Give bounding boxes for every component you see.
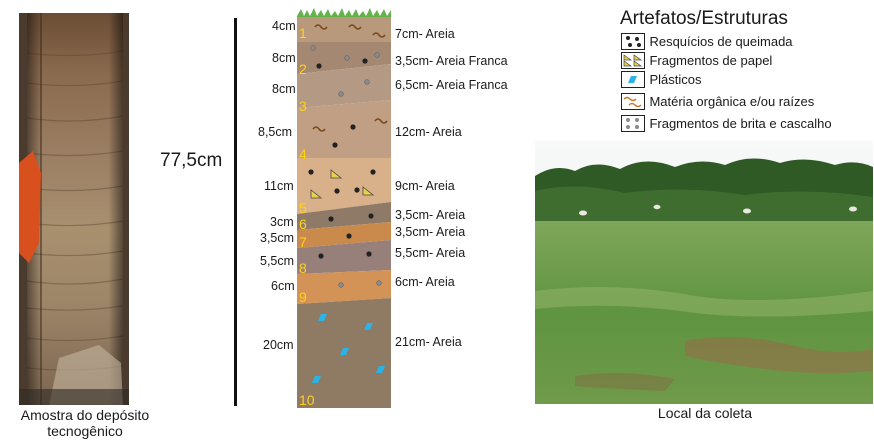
burn-residue-mark (346, 233, 352, 239)
layer-band-4 (297, 100, 391, 158)
burn-residue-icon (621, 33, 645, 51)
grass-surface (297, 8, 391, 17)
layer-1-left-thickness: 4cm (272, 19, 296, 33)
layer-2-left-thickness: 8cm (272, 51, 296, 65)
layer-number-5: 5 (299, 200, 307, 216)
total-depth-label: 77,5cm (160, 150, 223, 171)
layer-7-texture: 3,5cm- Areia (395, 225, 466, 239)
layer-band-1 (297, 16, 391, 42)
burn-residue-mark (350, 124, 356, 130)
legend-item-plastic: Plásticos (621, 71, 701, 89)
gravel-icon (621, 115, 645, 133)
total-depth-bar (234, 18, 237, 406)
layer-band-9 (297, 270, 391, 304)
caption-line-2: tecnogênico (47, 423, 123, 439)
layer-number-3: 3 (299, 98, 307, 114)
layer-2-texture: 3,5cm- Areia Franca (395, 54, 508, 68)
plastic-mark (340, 348, 349, 355)
collection-site-photo (535, 141, 873, 404)
layer-6-texture: 3,5cm- Areia (395, 208, 466, 222)
layer-number-1: 1 (299, 25, 307, 41)
legend-item-gravel: Fragmentos de brita e cascalho (621, 115, 832, 133)
legend-item-organic: Matéria orgânica e/ou raízes (621, 93, 814, 111)
soil-profile-column: 1 2 3 4 5 6 7 8 9 10 (297, 8, 391, 408)
plastic-icon (621, 71, 645, 89)
layer-band-6 (297, 202, 391, 230)
gravel-mark (374, 52, 380, 58)
organic-matter-mark (372, 32, 386, 38)
layer-number-10: 10 (299, 392, 315, 408)
organic-matter-mark (374, 118, 388, 124)
layer-number-7: 7 (299, 234, 307, 250)
layer-number-8: 8 (299, 260, 307, 276)
burn-residue-mark (332, 142, 338, 148)
layer-5-texture: 9cm- Areia (395, 179, 455, 193)
legend-label-burn: Resquícios de queimada (649, 34, 793, 49)
legend-label-paper: Fragmentos de papel (649, 53, 773, 68)
layer-band-3 (297, 64, 391, 108)
core-sample-photo (19, 13, 129, 405)
layer-6-left-thickness: 3cm (270, 215, 294, 229)
layer-9-left-thickness: 6cm (271, 279, 295, 293)
layer-4-left-thickness: 8,5cm (258, 125, 293, 139)
organic-matter-mark (314, 24, 328, 30)
layer-9-texture: 6cm- Areia (395, 275, 455, 289)
paper-fragment-icon (621, 52, 645, 70)
gravel-mark (364, 79, 370, 85)
layer-band-5 (297, 158, 391, 214)
burn-residue-mark (368, 213, 374, 219)
gravel-mark (338, 282, 344, 288)
plastic-mark (364, 323, 373, 330)
legend-label-gravel: Fragmentos de brita e cascalho (649, 116, 832, 131)
layer-band-7 (297, 222, 391, 248)
organic-matter-icon (621, 93, 645, 111)
layer-number-2: 2 (299, 61, 307, 77)
burn-residue-mark (318, 253, 324, 259)
burn-residue-mark (362, 58, 368, 64)
gravel-mark (344, 55, 350, 61)
paper-fragment-mark (310, 189, 323, 199)
gravel-mark (338, 91, 344, 97)
burn-residue-mark (354, 187, 360, 193)
layer-3-left-thickness: 8cm (272, 82, 296, 96)
burn-residue-mark (370, 169, 376, 175)
layer-4-texture: 12cm- Areia (395, 125, 462, 139)
layer-1-texture: 7cm- Areia (395, 27, 455, 41)
layer-8-left-thickness: 5,5cm (260, 254, 295, 268)
core-sample-caption: Amostra do depósito tecnogênico (0, 407, 170, 439)
legend-label-plastic: Plásticos (649, 72, 702, 87)
burn-residue-mark (328, 216, 334, 222)
burn-residue-mark (308, 169, 314, 175)
layer-3-texture: 6,5cm- Areia Franca (395, 78, 508, 92)
collection-site-caption: Local da coleta (657, 405, 753, 421)
layer-5-left-thickness: 11cm (264, 179, 294, 193)
layer-number-6: 6 (299, 216, 307, 232)
burn-residue-mark (366, 251, 372, 257)
gravel-mark (376, 280, 382, 286)
legend-item-burn: Resquícios de queimada (621, 33, 793, 51)
paper-fragment-mark (330, 169, 343, 179)
paper-fragment-mark (362, 186, 375, 196)
burn-residue-mark (316, 63, 322, 69)
legend-title: Artefatos/Estruturas (620, 8, 788, 29)
organic-matter-mark (312, 126, 326, 132)
gravel-mark (310, 45, 316, 51)
layer-7-left-thickness: 3,5cm (260, 231, 295, 245)
layer-10-left-thickness: 20cm (263, 338, 294, 352)
layer-10-texture: 21cm- Areia (395, 335, 462, 349)
layer-number-4: 4 (299, 146, 307, 162)
layer-8-texture: 5,5cm- Areia (395, 246, 466, 260)
legend-label-organic: Matéria orgânica e/ou raízes (649, 94, 815, 109)
plastic-mark (376, 366, 385, 373)
burn-residue-mark (334, 188, 340, 194)
caption-line-1: Amostra do depósito (20, 407, 150, 423)
plastic-mark (318, 314, 327, 321)
organic-matter-mark (348, 24, 362, 30)
layer-band-8 (297, 240, 391, 274)
plastic-mark (312, 376, 321, 383)
legend-item-paper: Fragmentos de papel (621, 52, 772, 70)
layer-number-9: 9 (299, 289, 307, 305)
